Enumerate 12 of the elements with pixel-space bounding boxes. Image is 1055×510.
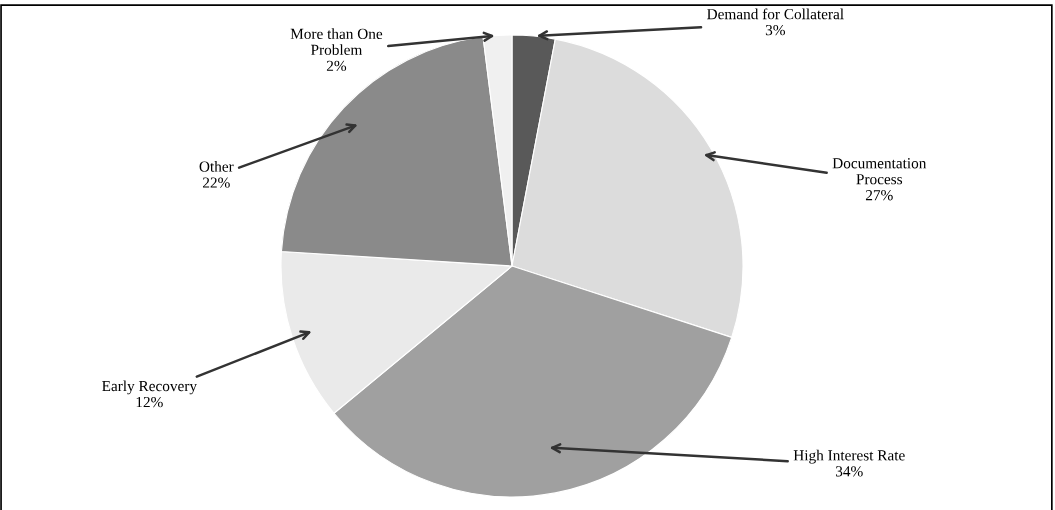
data-label: 34% [835, 466, 863, 477]
data-label: 2% [326, 60, 347, 72]
slice-label: More than One Problem [290, 28, 383, 55]
data-label: 27% [865, 190, 893, 201]
slice-label: Documentation Process [832, 158, 927, 185]
slice-label: High Interest Rate [793, 449, 905, 464]
data-label: 3% [765, 24, 785, 36]
slice-label: Other [199, 160, 234, 172]
slice-label: Demand for Collateral [707, 8, 844, 20]
data-label: 22% [202, 177, 230, 188]
data-label: 12% [136, 396, 163, 408]
slice-label: Early Recovery [102, 380, 197, 395]
